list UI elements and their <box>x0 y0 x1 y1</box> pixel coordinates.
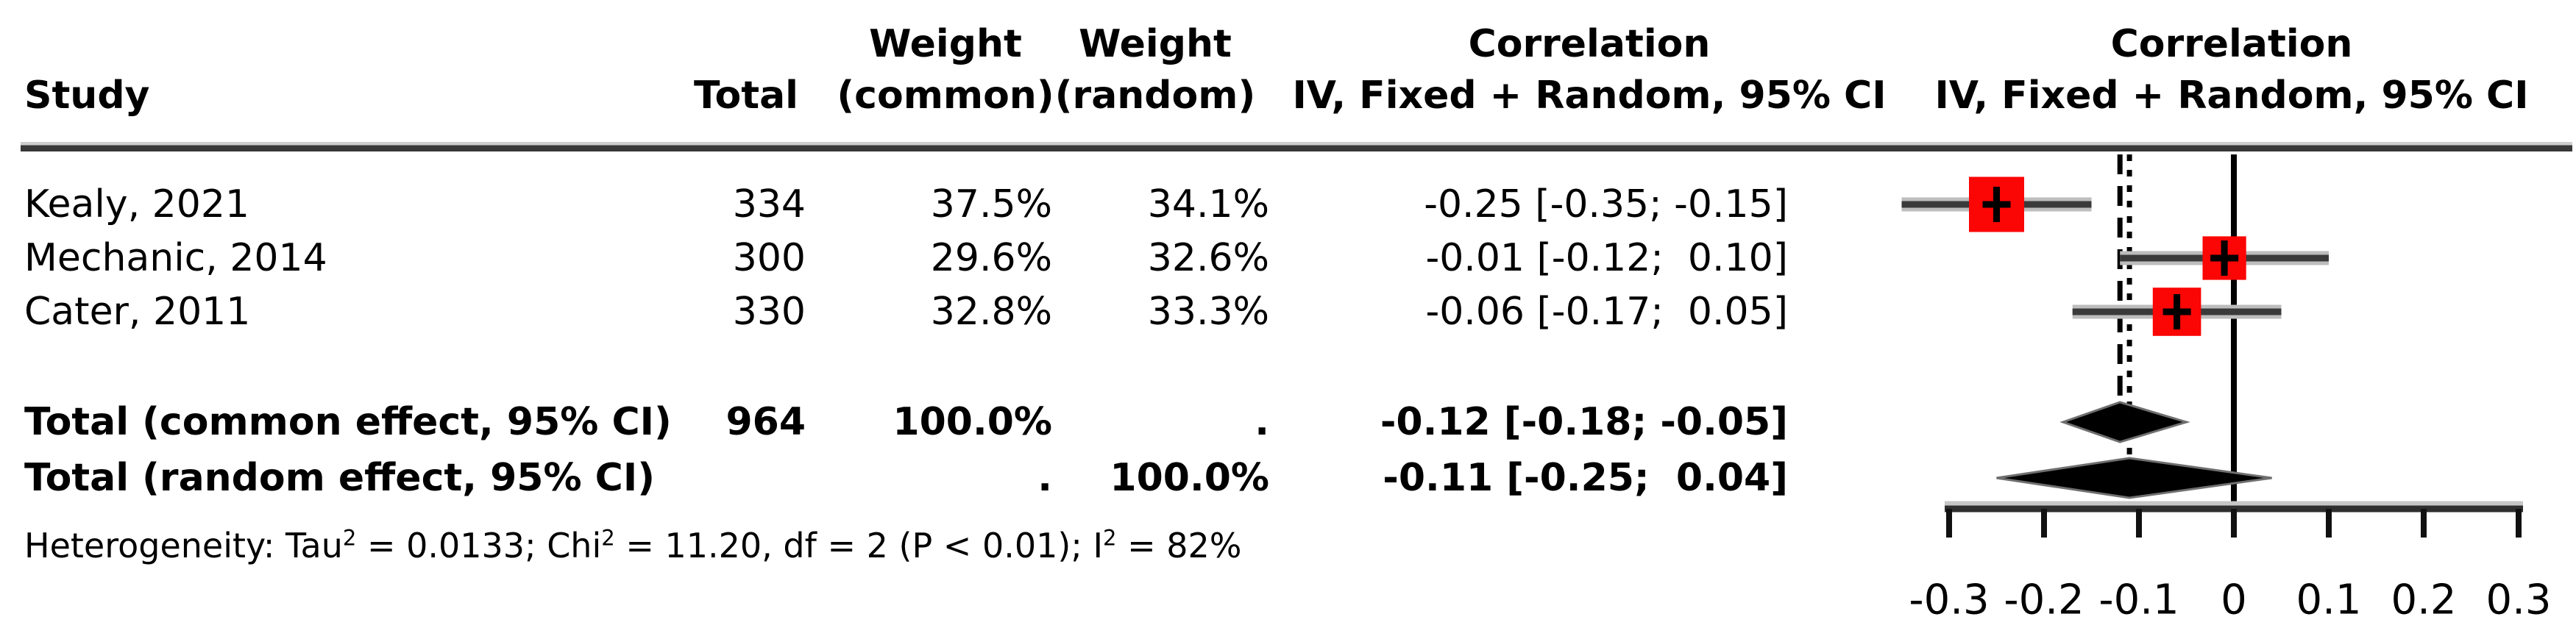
col-header-correlation-text: Correlation <box>1468 22 1711 66</box>
total-random-label: Total (random effect, 95% CI) <box>24 456 655 500</box>
x-axis-tick-label: -0.2 <box>2004 576 2084 624</box>
study-weight-random: 34.1% <box>1147 182 1269 226</box>
heterogeneity-text: Heterogeneity: Tau2 = 0.0133; Chi2 = 11.… <box>24 525 1242 565</box>
study-weight-random: 32.6% <box>1147 236 1269 280</box>
total-random-weight-common: . <box>1037 456 1052 500</box>
study-total: 334 <box>732 182 806 226</box>
random-effect-diamond <box>1996 457 2272 499</box>
total-common-weight-random: . <box>1255 400 1269 444</box>
estimate-marker-vertical <box>2174 294 2181 329</box>
estimate-marker-vertical <box>2221 240 2228 276</box>
col-header-weight-common-2: (common) <box>837 74 1054 118</box>
header-rule <box>21 142 2572 151</box>
study-total: 300 <box>732 236 806 280</box>
total-random-ci-text: -0.11 [-0.25; 0.04] <box>1383 456 1788 500</box>
col-header-weight-common-1: Weight <box>869 22 1022 66</box>
study-weight-random: 33.3% <box>1147 290 1269 334</box>
study-total: 330 <box>732 290 806 334</box>
total-common-label: Total (common effect, 95% CI) <box>24 400 672 444</box>
study-ci-text: -0.25 [-0.35; -0.15] <box>1424 182 1788 226</box>
col-header-weight-random-1: Weight <box>1079 22 1232 66</box>
x-axis-tick-label: -0.3 <box>1909 576 1989 624</box>
total-random-weight-random: 100.0% <box>1110 456 1269 500</box>
x-axis-tick-label: -0.1 <box>2098 576 2179 624</box>
estimate-marker-vertical <box>1993 187 2000 222</box>
study-label: Cater, 2011 <box>24 290 251 334</box>
het-sup: 2 <box>342 525 357 551</box>
col-header-correlation-plot: Correlation <box>2110 22 2353 66</box>
study-weight-common: 37.5% <box>930 182 1052 226</box>
study-label: Kealy, 2021 <box>24 182 249 226</box>
x-axis-tick-label: 0.2 <box>2391 576 2456 624</box>
total-common-n: 964 <box>725 400 806 444</box>
study-ci-text: -0.01 [-0.12; 0.10] <box>1425 236 1788 280</box>
col-header-ci-method-plot: IV, Fixed + Random, 95% CI <box>1934 74 2529 118</box>
total-common-weight-common: 100.0% <box>893 400 1052 444</box>
study-weight-common: 32.8% <box>930 290 1052 334</box>
total-common-ci-text: -0.12 [-0.18; -0.05] <box>1380 400 1788 444</box>
x-axis-tick-label: 0.1 <box>2296 576 2361 624</box>
het-part: = 0.0133; Chi <box>356 526 602 565</box>
col-header-total: Total <box>693 74 798 118</box>
study-ci-text: -0.06 [-0.17; 0.05] <box>1425 290 1788 334</box>
common-effect-diamond <box>2059 401 2190 443</box>
het-part: = 11.20, df = 2 (P < 0.01); I <box>614 526 1104 565</box>
study-label: Mechanic, 2014 <box>24 236 327 280</box>
het-part: Heterogeneity: Tau <box>24 526 343 565</box>
het-sup: 2 <box>1103 525 1117 551</box>
x-axis-tick-label: 0.3 <box>2485 576 2551 624</box>
x-axis-tick-label: 0 <box>2221 576 2247 624</box>
col-header-study: Study <box>24 74 150 118</box>
het-sup: 2 <box>601 525 615 551</box>
col-header-ci-method-text: IV, Fixed + Random, 95% CI <box>1292 74 1887 118</box>
col-header-weight-random-2: (random) <box>1054 74 1256 118</box>
het-part: = 82% <box>1116 526 1242 565</box>
study-weight-common: 29.6% <box>930 236 1052 280</box>
